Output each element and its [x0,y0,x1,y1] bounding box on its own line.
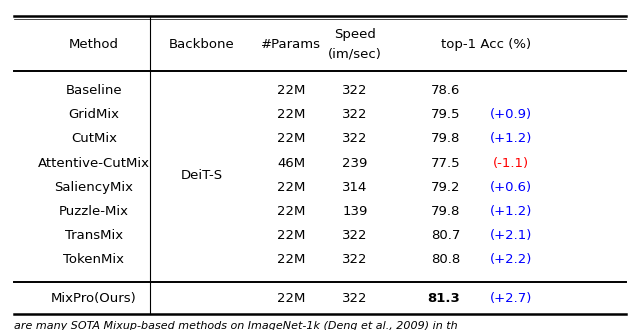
Text: 322: 322 [342,292,368,305]
Text: #Params: #Params [261,38,321,51]
Text: (+1.2): (+1.2) [490,205,532,218]
Text: 46M: 46M [277,157,305,170]
Text: are many SOTA Mixup-based methods on ImageNet-1k (Deng et al., 2009) in th: are many SOTA Mixup-based methods on Ima… [14,321,458,330]
Text: Backbone: Backbone [169,38,235,51]
Text: 81.3: 81.3 [428,292,460,305]
Text: 322: 322 [342,132,368,146]
Text: (+2.2): (+2.2) [490,253,532,266]
Text: DeiT-S: DeiT-S [181,169,223,182]
Text: (+1.2): (+1.2) [490,132,532,146]
Text: 22M: 22M [277,292,305,305]
Text: 22M: 22M [277,181,305,194]
Text: 322: 322 [342,229,368,242]
Text: Method: Method [68,38,119,51]
Text: 22M: 22M [277,229,305,242]
Text: 22M: 22M [277,253,305,266]
Text: 22M: 22M [277,132,305,146]
Text: 80.8: 80.8 [431,253,460,266]
Text: (+0.6): (+0.6) [490,181,532,194]
Text: TokenMix: TokenMix [63,253,124,266]
Text: 77.5: 77.5 [431,157,460,170]
Text: SaliencyMix: SaliencyMix [54,181,133,194]
Text: Attentive-CutMix: Attentive-CutMix [38,157,150,170]
Text: 322: 322 [342,108,368,121]
Text: 22M: 22M [277,205,305,218]
Text: GridMix: GridMix [68,108,119,121]
Text: 314: 314 [342,181,368,194]
Text: (im/sec): (im/sec) [328,48,382,60]
Text: (-1.1): (-1.1) [493,157,529,170]
Text: 80.7: 80.7 [431,229,460,242]
Text: (+2.1): (+2.1) [490,229,532,242]
Text: 22M: 22M [277,108,305,121]
Text: 322: 322 [342,84,368,97]
Text: (+0.9): (+0.9) [490,108,532,121]
Text: 79.8: 79.8 [431,205,460,218]
Text: Baseline: Baseline [65,84,122,97]
Text: Puzzle-Mix: Puzzle-Mix [59,205,129,218]
Text: 22M: 22M [277,84,305,97]
Text: 322: 322 [342,253,368,266]
Text: 79.5: 79.5 [431,108,460,121]
Text: 139: 139 [342,205,368,218]
Text: 239: 239 [342,157,368,170]
Text: 78.6: 78.6 [431,84,460,97]
Text: CutMix: CutMix [71,132,116,146]
Text: MixPro(Ours): MixPro(Ours) [51,292,137,305]
Text: 79.2: 79.2 [431,181,460,194]
Text: top-1 Acc (%): top-1 Acc (%) [440,38,531,51]
Text: 79.8: 79.8 [431,132,460,146]
Text: Speed: Speed [334,28,376,41]
Text: (+2.7): (+2.7) [490,292,532,305]
Text: TransMix: TransMix [65,229,123,242]
